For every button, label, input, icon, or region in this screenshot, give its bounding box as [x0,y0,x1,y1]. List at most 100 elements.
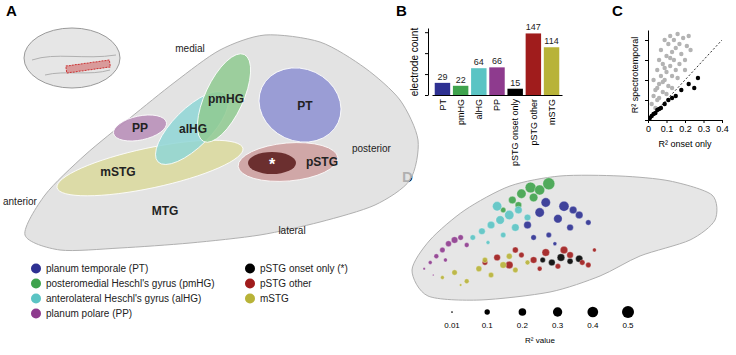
inset-sulcus [32,55,116,60]
point [661,90,665,94]
electrode [567,224,574,231]
region-label: PT [297,99,313,113]
electrode [535,208,544,217]
point [668,64,672,68]
electrode [586,220,591,225]
figure: ABCD*PTpmHGalHGPPpSTGmSTGMTGmedialposter… [0,0,736,355]
electrode [575,211,583,219]
point [674,46,678,50]
data-label: 15 [510,78,520,88]
size-legend-title: R² value [525,336,555,345]
point [687,34,691,38]
electrode [525,260,530,265]
electrode [554,215,562,223]
size-label: 0.3 [552,321,564,330]
key-entry: planum temporale (PT) [31,263,148,274]
orientation-label: lateral [278,225,305,236]
identity-line [648,40,722,120]
key-label: planum temporale (PT) [46,263,148,274]
region-label: MTG [152,204,179,218]
orientation-label: medial [175,43,204,54]
panel-label: B [396,2,407,19]
tick-mark [645,60,648,61]
electrode [537,266,542,271]
point [677,42,681,46]
electrode [543,178,555,190]
key-label: mSTG [260,293,289,304]
electrode [487,221,495,229]
electrode [512,247,518,253]
electrode [432,274,434,276]
size-swatch [587,307,598,318]
tick [645,60,648,61]
point [681,36,685,40]
size-swatch [451,311,453,313]
tick-mark [425,53,428,54]
point [655,86,659,90]
electrode [513,267,518,272]
size-label: 0.1 [482,321,494,330]
inset-brain [24,28,120,88]
point [688,48,692,52]
electrode [525,182,536,193]
plot-area [423,178,596,286]
electrode [567,252,574,259]
electrode [509,196,517,204]
tick: 0.2 [679,120,692,134]
electrode [476,266,482,272]
size-label: 0.4 [587,321,599,330]
electrode [569,206,577,214]
point [651,78,655,82]
tick [425,53,428,54]
point [659,48,663,52]
tick-mark [667,120,668,123]
key-label: pSTG other [260,278,312,289]
orientation-label: posterior [352,143,392,154]
point [679,52,683,56]
electrode [580,260,585,265]
electrode [440,247,445,252]
tick [645,120,648,121]
tick: 0 [646,120,651,134]
point [670,86,674,90]
tick: alHG [474,95,484,120]
tick [425,95,428,96]
tick-label: 0.2 [679,124,692,134]
electrode [451,237,458,244]
point [675,76,679,80]
electrode [486,241,490,245]
tick-label: 0.3 [698,124,711,134]
series [650,32,693,110]
inset-hemisphere [24,28,120,88]
key-swatch [245,279,255,289]
point [657,82,661,86]
point [692,86,696,90]
orientation-label: anterior [3,196,38,207]
point [668,56,672,60]
tick: pSTG other [529,95,539,146]
region-label: pmHG [208,92,244,106]
size-swatch [519,308,527,316]
panel-c: 00.10.20.30.4R² onset onlyR² spectrotemp… [630,31,729,150]
point [666,98,670,102]
electrode [488,272,493,277]
key-entry: pSTG onset only (*) [245,263,348,274]
axis-line [428,29,429,96]
tick-mark [645,80,648,81]
plot-area [648,32,722,120]
electrode [557,254,565,262]
tick-label: pSTG other [529,99,539,146]
electrode [512,224,520,232]
axis [425,29,429,96]
tick: 0.3 [698,120,711,134]
x-axis: PTpmHGalHGPPpSTG onset onlypSTG othermST… [433,95,563,166]
series [501,178,555,213]
panel-label: C [612,2,623,19]
electrode [496,216,504,224]
tick: 0.4 [716,120,729,134]
bar [453,86,468,95]
tick-mark [425,32,428,33]
tick-label: PP [492,99,502,111]
electrode [540,257,545,262]
point [672,58,676,62]
